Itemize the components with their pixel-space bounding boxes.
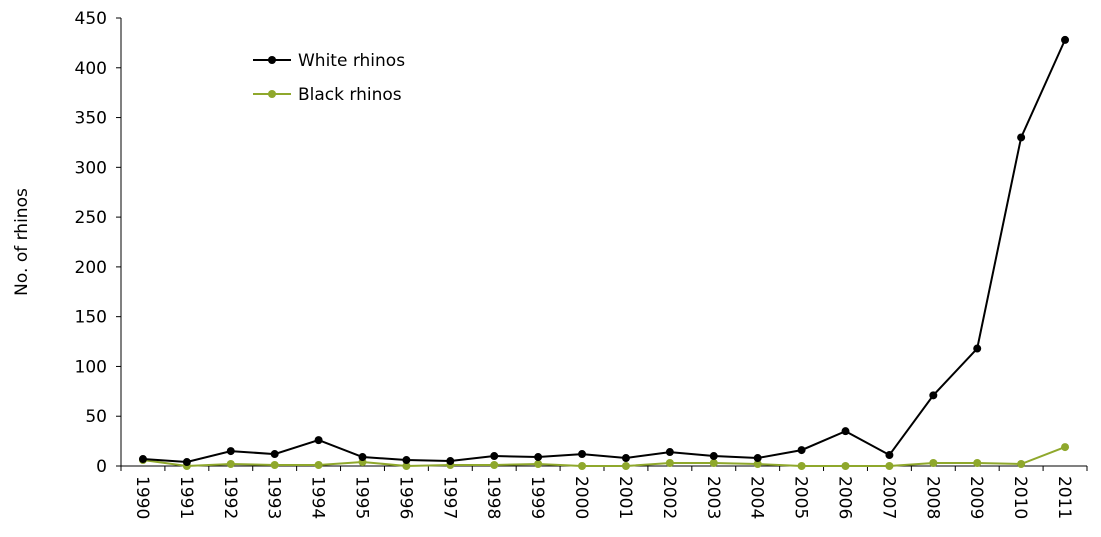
white-rhinos-point (182, 458, 191, 467)
x-tick-label: 1998 (483, 476, 503, 519)
black-rhinos-point (314, 461, 323, 470)
legend-item-white-rhinos: White rhinos (253, 51, 405, 71)
legend-marker (268, 90, 276, 98)
black-rhinos-point (270, 461, 279, 470)
white-rhinos-point (578, 450, 587, 459)
white-rhinos-point (797, 446, 806, 455)
black-rhinos-point (709, 459, 718, 468)
white-rhinos-point (534, 453, 543, 462)
y-tick-label: 200 (75, 258, 107, 278)
white-rhinos-point (490, 452, 499, 461)
x-tick-label: 2004 (747, 476, 767, 519)
y-tick-label: 0 (96, 457, 107, 477)
black-rhinos-point (753, 460, 762, 469)
white-rhinos-point (709, 452, 718, 461)
white-rhinos-point (973, 344, 982, 353)
white-rhinos-point (446, 457, 455, 466)
x-tick-label: 2000 (571, 476, 591, 519)
white-rhinos-point (402, 456, 411, 465)
x-tick-label: 2003 (703, 476, 723, 519)
black-rhinos-point (490, 461, 499, 470)
y-tick-label: 100 (75, 357, 107, 377)
white-rhinos-point (138, 455, 147, 464)
y-tick-label: 400 (75, 59, 107, 79)
white-rhinos-point (1017, 133, 1026, 142)
black-rhinos-line (142, 446, 1066, 468)
black-rhinos-point (226, 460, 235, 469)
x-tick-label: 2002 (659, 476, 679, 519)
black-rhinos-point (797, 462, 806, 470)
black-rhinos-point (1061, 443, 1070, 452)
x-tick-label: 2008 (922, 476, 942, 519)
x-tick-label: 1999 (527, 476, 547, 519)
legend: White rhinos Black rhinos (253, 51, 405, 105)
black-rhinos-point (929, 459, 938, 468)
x-tick-label: 1994 (308, 476, 328, 519)
x-tick-label: 1997 (439, 476, 459, 519)
series-white-rhinos (138, 35, 1070, 467)
y-axis-title: No. of rhinos (12, 188, 32, 296)
white-rhinos-line (142, 39, 1066, 464)
x-tick-label: 2007 (878, 476, 898, 519)
white-rhinos-point (621, 454, 630, 463)
legend-label: Black rhinos (298, 85, 402, 105)
x-tick-label: 2006 (835, 476, 855, 519)
white-rhinos-point (358, 453, 367, 462)
x-tick-label: 1995 (352, 476, 372, 519)
black-rhinos-point (578, 462, 587, 470)
y-tick-label: 350 (75, 109, 107, 129)
white-rhinos-point (665, 448, 674, 457)
black-rhinos-point (665, 459, 674, 468)
black-rhinos-point (534, 460, 543, 469)
x-tick-label: 2005 (791, 476, 811, 519)
black-rhinos-point (621, 462, 630, 470)
legend-label: White rhinos (298, 51, 405, 71)
white-rhinos-point (1061, 35, 1070, 44)
white-rhinos-point (929, 391, 938, 400)
black-rhinos-point (885, 462, 894, 470)
white-rhinos-point (226, 447, 235, 456)
y-axis-ticks: 0 50 100 150 200 250 300 350 400 450 (75, 9, 121, 477)
y-tick-label: 50 (85, 407, 107, 427)
x-tick-label: 2011 (1054, 476, 1074, 519)
black-rhinos-point (841, 462, 850, 470)
black-rhinos-point (1017, 460, 1026, 469)
black-rhinos-point (402, 462, 411, 470)
legend-marker (268, 56, 276, 64)
white-rhinos-point (885, 451, 894, 460)
x-tick-label: 2009 (966, 476, 986, 519)
white-rhinos-point (270, 450, 279, 459)
y-tick-label: 150 (75, 308, 107, 328)
legend-item-black-rhinos: Black rhinos (253, 85, 402, 105)
x-tick-label: 1992 (220, 476, 240, 519)
white-rhinos-point (841, 427, 850, 436)
x-tick-label: 1993 (264, 476, 284, 519)
x-tick-label: 2010 (1010, 476, 1030, 519)
x-axis-ticks: 1990 1991 1992 1993 1994 1995 1996 1997 1998 1999… (120, 466, 1088, 519)
x-tick-label: 1991 (176, 476, 196, 519)
white-rhinos-point (753, 454, 762, 463)
x-tick-label: 1990 (132, 476, 152, 519)
y-tick-label: 250 (75, 208, 107, 228)
y-tick-label: 450 (75, 9, 107, 29)
x-tick-label: 2001 (615, 476, 635, 519)
x-tick-label: 1996 (395, 476, 415, 519)
y-tick-label: 300 (75, 158, 107, 178)
white-rhinos-point (314, 436, 323, 445)
series (138, 35, 1070, 470)
black-rhinos-point (973, 459, 982, 468)
axes (120, 18, 1087, 467)
